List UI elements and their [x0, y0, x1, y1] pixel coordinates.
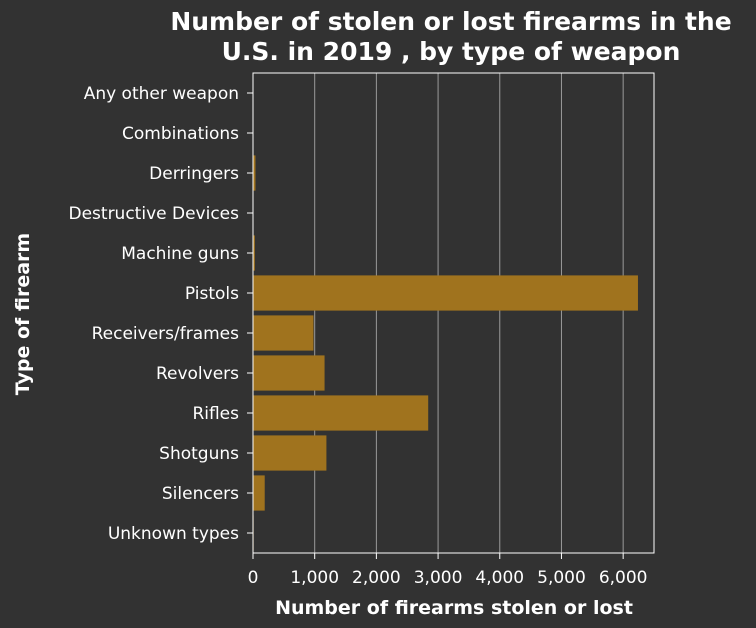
x-tick-label: 4,000	[475, 568, 524, 588]
x-tick-label: 1,000	[290, 568, 339, 588]
bar	[253, 315, 314, 351]
bar	[253, 235, 255, 271]
y-axis: Any other weapon Combinations Derringers De…	[69, 84, 253, 544]
chart-title-line-1: Number of stolen or lost firearms in the	[170, 7, 731, 36]
x-tick-label: 5,000	[537, 568, 586, 588]
x-axis: 0 1,000 2,000 3,000 4,000 5,000 6,000	[248, 553, 648, 588]
bar	[253, 275, 638, 311]
y-tick-label: Silencers	[162, 484, 239, 504]
y-tick-label: Derringers	[149, 164, 239, 184]
y-tick-label: Any other weapon	[84, 84, 239, 104]
y-tick-label: Machine guns	[121, 244, 239, 264]
chart-title-line-2: U.S. in 2019 , by type of weapon	[222, 37, 681, 66]
gridlines	[314, 73, 624, 553]
chart-title: Number of stolen or lost firearms in the…	[170, 7, 731, 66]
bar	[253, 155, 256, 191]
bar	[253, 435, 327, 471]
bar	[253, 475, 265, 511]
x-tick-label: 3,000	[414, 568, 463, 588]
bars	[253, 75, 638, 551]
x-tick-label: 2,000	[352, 568, 401, 588]
bar	[253, 355, 325, 391]
y-axis-title: Type of firearm	[12, 233, 34, 395]
x-axis-title: Number of firearms stolen or lost	[275, 597, 633, 619]
bar	[253, 395, 429, 431]
plot-frame	[252, 72, 655, 554]
y-tick-label: Revolvers	[156, 364, 239, 384]
x-tick-label: 0	[248, 568, 259, 588]
y-tick-label: Unknown types	[108, 524, 239, 544]
y-tick-label: Destructive Devices	[69, 204, 240, 224]
y-tick-label: Combinations	[122, 124, 239, 144]
y-tick-label: Receivers/frames	[92, 324, 240, 344]
y-tick-label: Rifles	[192, 404, 239, 424]
y-tick-label: Pistols	[185, 284, 239, 304]
x-tick-label: 6,000	[599, 568, 648, 588]
y-tick-label: Shotguns	[159, 444, 239, 464]
